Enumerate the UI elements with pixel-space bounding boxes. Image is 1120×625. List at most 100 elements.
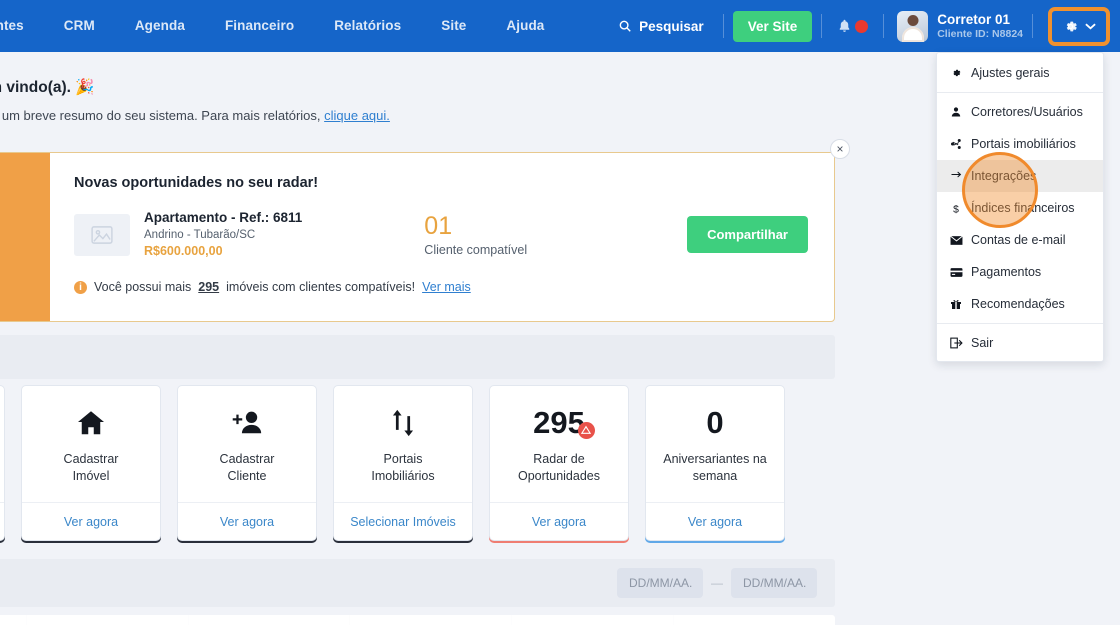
notification-badge-dot	[855, 19, 869, 33]
top-navigation-bar: entes CRM Agenda Financeiro Relatórios S…	[0, 0, 1120, 52]
search-label: Pesquisar	[639, 18, 704, 34]
view-site-button[interactable]: Ver Site	[732, 10, 813, 42]
shortcut-card-aniversariantes[interactable]: 0 Aniversariantes na semana Ver agora	[645, 385, 785, 541]
nav-item-clientes[interactable]: entes	[0, 18, 24, 33]
card-content: Portais Imobiliários	[363, 386, 442, 502]
gift-icon	[949, 298, 963, 310]
banner-footer-post: imóveis com clientes compatíveis!	[226, 280, 416, 294]
card-action-link[interactable]: Ver agora	[178, 502, 316, 540]
image-placeholder-icon	[91, 225, 113, 244]
menu-item-label: Recomendações	[971, 297, 1065, 311]
client-count-label: Cliente compatível	[424, 242, 528, 257]
bottom-col-6	[674, 615, 835, 625]
card-action-link[interactable]: Ver agora	[22, 502, 160, 540]
nav-right-actions: Pesquisar Ver Site Corretor 01 C	[608, 0, 1120, 52]
page-title: Seja bem vindo(a). 🎉	[0, 79, 95, 96]
notifications-button[interactable]	[831, 18, 874, 34]
menu-item-corretores-usuarios[interactable]: Corretores/Usuários	[937, 96, 1103, 128]
shortcut-card-cadastrar-imovel[interactable]: Cadastrar Imóvel Ver agora	[21, 385, 161, 541]
banner-title: Novas oportunidades no seu radar!	[74, 175, 319, 191]
banner-property-row: Apartamento - Ref.: 6811 Andrino - Tubar…	[74, 209, 808, 260]
menu-item-recomendacoes[interactable]: Recomendações	[937, 288, 1103, 320]
user-profile[interactable]: Corretor 01 Cliente ID: N8824	[893, 10, 1023, 42]
date-filter-bar: DD/MM/AA. — DD/MM/AA.	[0, 559, 835, 607]
menu-item-pagamentos[interactable]: Pagamentos	[937, 256, 1103, 288]
card-number: 295	[533, 405, 595, 440]
card-label: Aniversariantes na semana	[663, 451, 767, 483]
menu-item-contas-de-email[interactable]: Contas de e-mail	[937, 224, 1103, 256]
bottom-col-2	[27, 615, 189, 625]
search-icon	[618, 19, 632, 33]
shortcut-card-portais-imobiliarios[interactable]: Portais Imobiliários Selecionar Imóveis	[333, 385, 473, 541]
section-gray-bar	[0, 335, 835, 379]
exchange-arrows-icon	[389, 404, 417, 442]
logout-icon	[949, 337, 963, 349]
menu-item-ajustes-gerais[interactable]: Ajustes gerais	[937, 57, 1103, 89]
dollar-icon: $	[949, 202, 963, 215]
card-action-link[interactable]: Ver agora	[646, 502, 784, 540]
card-action-link[interactable]: Ver agora	[490, 502, 628, 540]
avatar	[897, 10, 929, 42]
menu-item-label: Integrações	[971, 169, 1037, 183]
nav-divider-2	[821, 14, 823, 38]
card-label: Radar de Oportunidades	[517, 451, 600, 483]
client-count-number: 01	[424, 211, 453, 240]
nav-divider-4	[1032, 14, 1033, 38]
card-label: Cadastrar Cliente	[219, 451, 275, 483]
search-button[interactable]: Pesquisar	[608, 19, 714, 34]
bottom-col-5	[512, 615, 675, 625]
date-range-separator: —	[711, 576, 723, 590]
nav-item-ajuda[interactable]: Ajuda	[506, 18, 545, 33]
menu-item-label: Índices financeiros	[971, 201, 1075, 215]
gear-icon	[1062, 18, 1079, 35]
shortcut-card-cadastrar-cliente[interactable]: Cadastrar Cliente Ver agora	[177, 385, 317, 541]
banner-footer: i Você possui mais 295 imóveis com clien…	[74, 280, 808, 294]
close-icon[interactable]: ×	[830, 139, 850, 159]
date-from-input[interactable]: DD/MM/AA.	[617, 568, 703, 598]
property-location: Andrino - Tubarão/SC	[144, 229, 256, 241]
bell-icon	[837, 18, 852, 34]
menu-item-portais-imobiliarios[interactable]: Portais imobiliários	[937, 128, 1103, 160]
gear-icon	[949, 67, 963, 79]
nav-divider-1	[722, 14, 724, 38]
more-reports-link[interactable]: clique aqui.	[324, 108, 390, 123]
bottom-partial-section	[0, 615, 835, 625]
see-more-link[interactable]: Ver mais	[422, 280, 471, 294]
property-thumbnail	[74, 213, 130, 256]
share-button[interactable]: Compartilhar	[687, 216, 808, 253]
menu-item-label: Ajustes gerais	[971, 66, 1050, 80]
bottom-col-1	[0, 615, 27, 625]
user-plus-icon	[230, 404, 264, 442]
card-action-link[interactable]: Selecionar Imóveis	[334, 502, 472, 540]
card-label: Portais Imobiliários	[371, 451, 435, 483]
svg-text:$: $	[953, 204, 959, 215]
menu-item-label: Portais imobiliários	[971, 137, 1076, 151]
card-content: Cadastrar Cliente	[212, 386, 283, 502]
menu-item-label: Sair	[971, 336, 994, 350]
settings-dropdown-menu: Ajustes gerais Corretores/Usuários Porta…	[936, 52, 1104, 362]
menu-item-sair[interactable]: Sair	[937, 327, 1103, 359]
welcome-section: Seja bem vindo(a). 🎉 a disposição um bre…	[0, 52, 935, 123]
settings-menu-button[interactable]	[1048, 6, 1110, 46]
card-action-link[interactable]: a	[0, 502, 4, 540]
banner-main-panel: Novas oportunidades no seu radar! Apart	[50, 139, 850, 321]
bottom-col-3	[189, 615, 351, 625]
shortcut-card-partial[interactable]: r a	[0, 385, 5, 541]
nav-item-relatorios[interactable]: Relatórios	[334, 18, 402, 33]
welcome-subtitle: a disposição um breve resumo do seu sist…	[0, 108, 935, 123]
nav-item-crm[interactable]: CRM	[63, 18, 95, 33]
envelope-icon	[949, 235, 963, 246]
menu-item-label: Contas de e-mail	[971, 233, 1066, 247]
menu-item-indices-financeiros[interactable]: $ Índices financeiros	[937, 192, 1103, 224]
shortcut-cards: r a Cadastrar Imóvel Ver agora	[0, 385, 785, 541]
nav-item-agenda[interactable]: Agenda	[134, 18, 185, 33]
date-to-input[interactable]: DD/MM/AA.	[731, 568, 817, 598]
nav-item-financeiro[interactable]: Financeiro	[224, 18, 295, 33]
bottom-col-4	[350, 615, 513, 625]
card-number-wrap: 0	[706, 404, 723, 442]
menu-item-integracoes[interactable]: Integrações	[937, 160, 1103, 192]
user-text: Corretor 01 Cliente ID: N8824	[937, 12, 1023, 41]
nav-item-site[interactable]: Site	[441, 18, 467, 33]
shortcut-card-radar-oportunidades[interactable]: 295 Radar de Oportunidades Ver agora	[489, 385, 629, 541]
